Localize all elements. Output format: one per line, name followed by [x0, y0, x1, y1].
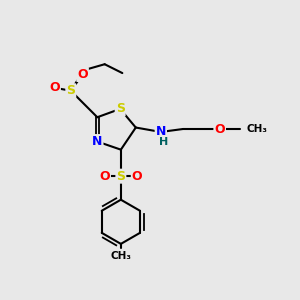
Text: S: S	[66, 84, 75, 97]
Text: O: O	[214, 122, 225, 136]
Text: O: O	[77, 68, 88, 81]
Text: N: N	[156, 125, 166, 139]
Text: CH₃: CH₃	[110, 251, 131, 261]
Text: S: S	[116, 170, 125, 183]
Text: N: N	[92, 135, 103, 148]
Text: O: O	[132, 170, 142, 183]
Text: O: O	[99, 170, 110, 183]
Text: O: O	[49, 81, 60, 94]
Text: H: H	[159, 137, 168, 147]
Text: S: S	[116, 102, 125, 116]
Text: CH₃: CH₃	[246, 124, 267, 134]
